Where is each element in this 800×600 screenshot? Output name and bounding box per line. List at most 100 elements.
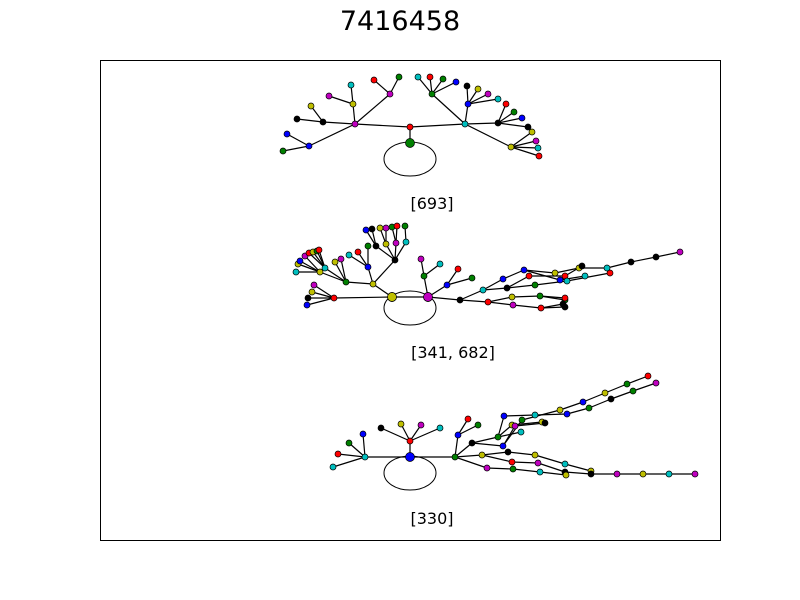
graph-node bbox=[423, 292, 433, 302]
graph-node bbox=[644, 372, 652, 380]
graph-node bbox=[456, 296, 464, 304]
graph-node bbox=[524, 123, 532, 131]
graph-edge bbox=[502, 269, 525, 280]
graph-edge bbox=[506, 275, 530, 289]
graph-node bbox=[452, 78, 460, 86]
graph-node bbox=[293, 115, 301, 123]
graph-node bbox=[535, 152, 543, 160]
graph-node bbox=[283, 130, 291, 138]
graph-node bbox=[308, 288, 316, 296]
graph-node bbox=[372, 242, 380, 250]
graph-node bbox=[652, 253, 660, 261]
graph-node bbox=[364, 263, 372, 271]
graph-node bbox=[500, 412, 508, 420]
graph-node bbox=[316, 268, 324, 276]
graph-node bbox=[405, 138, 415, 148]
graph-node bbox=[405, 452, 415, 462]
graph-node bbox=[406, 123, 414, 131]
graph-edge bbox=[282, 145, 310, 152]
graph-edge bbox=[566, 407, 590, 415]
graph-node bbox=[499, 275, 507, 283]
graph-node bbox=[354, 248, 362, 256]
graph-node bbox=[509, 465, 517, 473]
graph-node bbox=[494, 95, 502, 103]
graph-node bbox=[474, 85, 482, 93]
graph-node bbox=[402, 238, 410, 246]
graph-node bbox=[536, 468, 544, 476]
graph-node bbox=[556, 276, 564, 284]
graph-node bbox=[310, 281, 318, 289]
graph-edge bbox=[523, 269, 556, 274]
graph-edge bbox=[308, 252, 326, 269]
graph-edge bbox=[537, 462, 566, 473]
graph-edge bbox=[540, 303, 564, 309]
graph-node bbox=[426, 73, 434, 81]
graph-node bbox=[382, 240, 390, 248]
graph-node bbox=[665, 470, 673, 478]
graph-node bbox=[541, 419, 549, 427]
diagram-label-2: [341, 682] bbox=[411, 343, 495, 362]
graph-node bbox=[359, 430, 367, 438]
graph-edge bbox=[299, 260, 321, 273]
graph-edge bbox=[566, 272, 611, 282]
graph-edge bbox=[510, 146, 539, 149]
graph-edge bbox=[333, 296, 393, 299]
graph-edge bbox=[632, 382, 657, 392]
graph-edge bbox=[606, 261, 632, 269]
graph-edge bbox=[337, 453, 366, 458]
graph-node bbox=[331, 258, 339, 266]
graph-edge bbox=[308, 123, 356, 147]
graph-node bbox=[296, 257, 304, 265]
graph-node bbox=[517, 428, 525, 436]
graph-node bbox=[532, 137, 540, 145]
graph-edge bbox=[431, 81, 457, 95]
graph-node bbox=[392, 239, 400, 247]
graph-edge bbox=[394, 241, 407, 261]
graph-node bbox=[581, 272, 589, 280]
graph-node bbox=[508, 293, 516, 301]
graph-edge bbox=[373, 79, 391, 95]
graph-node bbox=[391, 256, 399, 264]
graph-node bbox=[319, 118, 327, 126]
graph-node bbox=[691, 470, 699, 478]
graph-node bbox=[623, 380, 631, 388]
graph-edge bbox=[409, 123, 466, 128]
graph-node bbox=[428, 90, 436, 98]
graph-node bbox=[307, 102, 315, 110]
graph-node bbox=[504, 448, 512, 456]
graph-node bbox=[349, 100, 357, 108]
graph-node bbox=[503, 284, 511, 292]
graph-edge bbox=[328, 95, 354, 105]
graph-node bbox=[395, 73, 403, 81]
graph-node bbox=[652, 379, 660, 387]
graph-edge bbox=[534, 454, 566, 465]
graph-node bbox=[414, 73, 422, 81]
graph-edge bbox=[431, 93, 466, 125]
graph-node bbox=[511, 422, 519, 430]
graph-node bbox=[345, 439, 353, 447]
graph-node bbox=[393, 222, 401, 230]
graph-edge bbox=[306, 297, 335, 306]
graph-edge bbox=[304, 255, 321, 273]
graph-node bbox=[509, 301, 517, 309]
graph-node bbox=[417, 421, 425, 429]
graph-edge bbox=[319, 271, 347, 283]
graph-edge bbox=[507, 451, 536, 456]
diagram-label-3: [330] bbox=[410, 509, 453, 528]
graph-node bbox=[279, 147, 287, 155]
graph-edge bbox=[454, 456, 488, 469]
graph-node bbox=[578, 262, 586, 270]
graph-edge bbox=[497, 415, 505, 438]
graph-node bbox=[468, 439, 476, 447]
graph-node bbox=[518, 416, 526, 424]
graph-node bbox=[563, 410, 571, 418]
graph-edge bbox=[604, 383, 628, 394]
graph-node bbox=[382, 224, 390, 232]
graph-node bbox=[559, 300, 567, 308]
graph-node bbox=[494, 119, 502, 127]
graph-node bbox=[387, 292, 397, 302]
graph-edge bbox=[454, 454, 483, 458]
graph-edge bbox=[582, 392, 606, 403]
graph-node bbox=[601, 389, 609, 397]
